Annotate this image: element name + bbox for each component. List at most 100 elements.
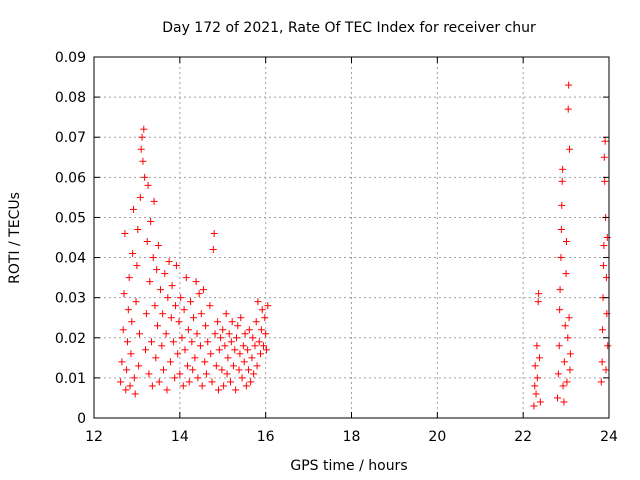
y-tick-label: 0.01: [55, 371, 86, 387]
data-point: [130, 374, 138, 382]
data-point: [149, 254, 157, 262]
data-point: [180, 306, 188, 314]
data-point: [531, 362, 539, 370]
data-point: [128, 318, 136, 326]
data-point: [154, 322, 162, 330]
grid-lines: [94, 57, 609, 418]
data-point: [220, 382, 228, 390]
data-point: [535, 354, 543, 362]
data-point: [199, 286, 207, 294]
data-point: [224, 354, 232, 362]
data-point: [535, 290, 543, 298]
data-point: [255, 338, 263, 346]
data-point: [599, 326, 607, 334]
data-point: [187, 298, 195, 306]
data-point: [603, 234, 611, 241]
data-point: [202, 370, 210, 378]
data-point: [133, 262, 141, 270]
data-point: [219, 326, 227, 334]
data-point: [261, 314, 269, 322]
data-point: [136, 193, 144, 201]
data-point: [141, 173, 149, 181]
data-point: [169, 338, 177, 346]
data-point: [143, 238, 151, 246]
data-point: [206, 302, 214, 310]
data-point: [566, 366, 574, 374]
data-point: [262, 330, 270, 338]
data-point: [249, 334, 257, 342]
data-point: [600, 242, 608, 250]
data-point: [118, 358, 126, 366]
data-point: [565, 314, 573, 322]
y-tick-label: 0: [77, 411, 86, 427]
data-point: [165, 258, 173, 266]
data-point: [181, 346, 189, 354]
data-point: [140, 125, 148, 133]
data-point: [565, 81, 573, 89]
data-point: [176, 370, 184, 378]
data-point: [531, 382, 539, 390]
data-point: [142, 310, 150, 318]
data-point: [232, 386, 240, 394]
data-point: [559, 382, 567, 390]
y-tick-label: 0.05: [55, 210, 86, 226]
data-point: [238, 374, 246, 382]
data-point: [195, 290, 203, 298]
data-point: [247, 378, 255, 386]
data-point: [132, 298, 140, 306]
data-point: [601, 137, 609, 145]
y-tick-label: 0.03: [55, 291, 86, 307]
data-point: [185, 378, 193, 386]
data-point: [127, 350, 135, 358]
data-point: [533, 342, 541, 350]
x-tick-label: 22: [514, 429, 532, 445]
data-point: [159, 310, 167, 318]
data-point: [241, 330, 249, 338]
data-point: [228, 318, 236, 326]
data-point: [251, 342, 259, 350]
x-tick-label: 24: [600, 429, 618, 445]
data-point: [231, 346, 239, 354]
y-tick-label: 0.09: [55, 50, 86, 66]
data-point: [562, 270, 570, 278]
data-point: [179, 382, 187, 390]
data-point: [191, 354, 199, 362]
data-point: [139, 157, 147, 165]
data-point: [131, 390, 139, 398]
chart-title: Day 172 of 2021, Rate Of TEC Index for r…: [162, 20, 536, 36]
data-point: [209, 246, 217, 254]
data-point: [125, 274, 133, 282]
data-point: [144, 181, 152, 189]
data-point: [155, 378, 163, 386]
data-point: [564, 105, 572, 113]
data-point: [245, 366, 252, 374]
data-point: [561, 322, 569, 330]
data-point: [137, 145, 145, 153]
data-point: [597, 378, 605, 386]
x-tick-label: 20: [428, 429, 446, 445]
data-point: [124, 306, 132, 314]
x-tick-label: 16: [257, 429, 275, 445]
data-point: [254, 298, 262, 306]
data-point: [602, 366, 610, 374]
data-point: [560, 358, 568, 366]
data-point: [248, 354, 256, 362]
data-point: [122, 386, 130, 394]
data-point: [134, 225, 142, 233]
data-point: [237, 314, 245, 322]
axis-ticks: 0 0.01 0.02 0.03 0.04 0.05 0.06 0.07 0.08 0.09 12 1…: [55, 50, 618, 445]
data-point: [604, 342, 612, 350]
data-point: [126, 382, 134, 390]
data-point: [142, 346, 149, 354]
data-point: [177, 294, 185, 302]
data-point: [264, 302, 272, 310]
data-point: [555, 342, 563, 350]
data-point: [229, 362, 237, 370]
x-tick-label: 12: [85, 429, 103, 445]
data-point: [145, 370, 153, 378]
data-point: [240, 358, 248, 366]
data-point: [158, 342, 166, 350]
data-point: [211, 330, 219, 338]
data-point: [123, 366, 131, 374]
